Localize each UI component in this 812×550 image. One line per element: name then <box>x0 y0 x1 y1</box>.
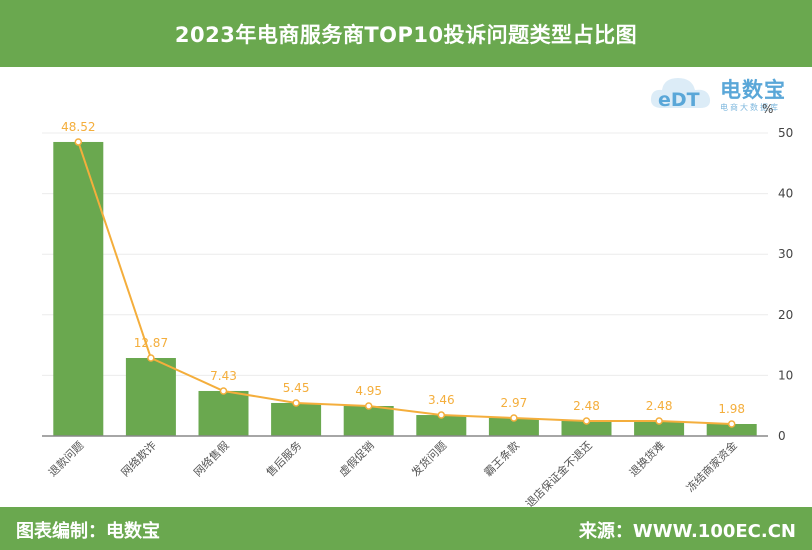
chart-title: 2023年电商服务商TOP10投诉问题类型占比图 <box>174 22 638 47</box>
bar <box>488 418 539 436</box>
line-point <box>147 354 155 362</box>
line-point <box>510 414 518 422</box>
y-tick-label: 20 <box>778 308 793 322</box>
series-line <box>77 141 732 426</box>
data-label: 3.46 <box>428 393 455 407</box>
line-point <box>364 402 373 410</box>
logo: eDT 电数宝 电商大数据库 <box>648 68 798 118</box>
x-tick-label: 退款问题 <box>45 438 86 479</box>
x-tick-label: 网络欺诈 <box>118 438 159 479</box>
line-point <box>74 138 83 146</box>
axis-unit-label: % <box>762 102 773 116</box>
title-banner: 2023年电商服务商TOP10投诉问题类型占比图 <box>0 0 812 67</box>
line-point <box>727 420 736 428</box>
bar <box>706 424 757 436</box>
data-label: 2.48 <box>573 399 600 413</box>
bar <box>416 415 467 436</box>
line-point <box>655 417 663 425</box>
footer-source: 来源：WWW.100EC.CN <box>578 521 796 542</box>
x-tick-label: 霸王条款 <box>481 438 522 479</box>
y-tick-label: 30 <box>778 247 793 261</box>
footer-credit: 图表编制：电数宝 <box>16 521 160 542</box>
bar <box>271 402 322 436</box>
data-label: 1.98 <box>718 402 745 416</box>
x-tick-label: 虚假促销 <box>336 438 377 479</box>
bar <box>561 420 612 436</box>
footer-banner: 图表编制：电数宝 来源：WWW.100EC.CN <box>0 507 812 550</box>
data-label: 4.95 <box>355 384 382 398</box>
data-label: 5.45 <box>283 381 310 395</box>
line-point <box>437 411 446 419</box>
bar <box>53 141 104 436</box>
line-point <box>219 387 228 395</box>
x-tick-label: 冻结商家资金 <box>683 438 740 495</box>
line-point <box>292 399 300 407</box>
line-point <box>582 417 591 425</box>
bar <box>343 406 394 436</box>
data-label: 2.48 <box>646 399 673 413</box>
y-tick-label: 0 <box>778 429 786 443</box>
x-tick-label: 网络售假 <box>191 438 232 479</box>
y-tick-label: 50 <box>778 126 793 140</box>
chart: 0 10 20 30 40 50% 退款问题 网络欺诈 网络售假 售后服务 虚假促销 发货问题 霸王条款… <box>42 102 793 507</box>
x-tick-label: 售后服务 <box>263 438 304 479</box>
bar <box>125 358 176 436</box>
logo-brand: 电数宝 <box>720 78 786 102</box>
x-tick-label: 发货问题 <box>408 438 449 479</box>
y-tick-label: 10 <box>778 368 793 382</box>
y-tick-label: 40 <box>778 187 793 201</box>
x-tick-label: 退换货难 <box>626 438 667 479</box>
x-tick-label: 退店保证金不退还 <box>522 438 594 507</box>
bar <box>198 390 249 436</box>
cloud-logo-icon: eDT <box>650 78 711 111</box>
data-label: 7.43 <box>210 369 237 383</box>
svg-text:eDT: eDT <box>658 89 700 111</box>
data-label: 12.87 <box>134 336 168 350</box>
bar <box>634 420 685 436</box>
logo-tagline: 电商大数据库 <box>720 103 780 112</box>
data-label: 2.97 <box>501 396 528 410</box>
data-label: 48.52 <box>61 120 95 134</box>
